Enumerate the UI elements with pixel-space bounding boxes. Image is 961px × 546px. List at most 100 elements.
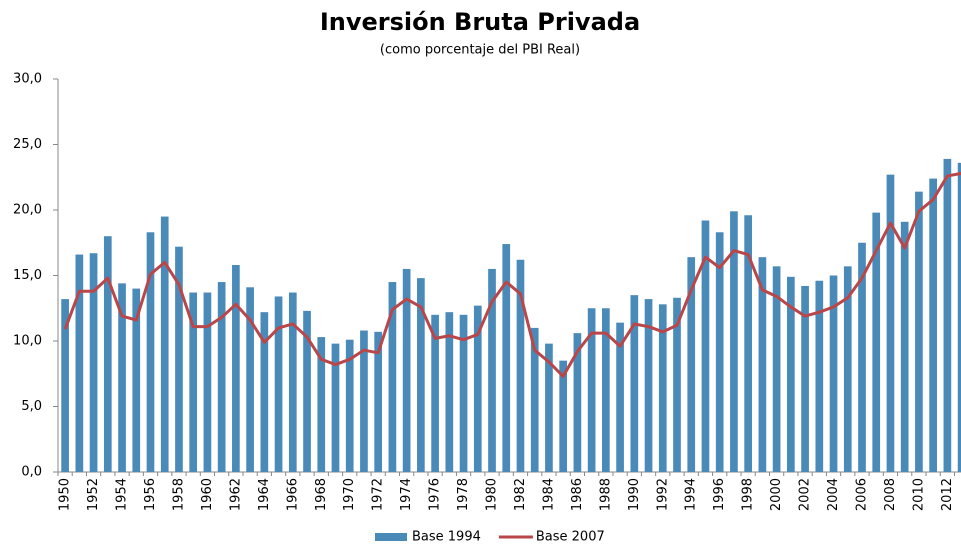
bar [402, 268, 411, 472]
bar [132, 288, 141, 472]
bar [317, 337, 326, 472]
bar [829, 275, 838, 472]
bar [417, 278, 425, 472]
x-tick-label: 1992 [655, 478, 670, 511]
x-tick-label: 2004 [826, 478, 841, 511]
bar [673, 297, 681, 472]
bar [203, 292, 212, 472]
x-tick-label: 1966 [285, 478, 300, 511]
bar [730, 211, 738, 472]
bar [103, 236, 112, 472]
bar [801, 285, 809, 472]
bar [388, 282, 397, 472]
bar [360, 330, 368, 472]
x-tick-label: 1968 [314, 478, 329, 511]
bar [530, 327, 539, 472]
x-tick-label: 1990 [627, 478, 642, 511]
bar [715, 232, 724, 472]
x-tick-label: 2002 [798, 478, 813, 511]
x-tick-label: 1976 [428, 478, 443, 511]
bar [246, 287, 254, 472]
bar [815, 280, 824, 472]
bar [89, 253, 98, 472]
bar [658, 304, 667, 472]
bar [602, 308, 610, 472]
x-tick-label: 1962 [228, 478, 243, 511]
bar [545, 343, 553, 472]
x-tick-label: 1998 [741, 478, 756, 511]
bar [431, 314, 439, 472]
bar [787, 276, 795, 472]
x-tick-label: 1994 [684, 478, 699, 511]
x-tick-label: 2006 [854, 478, 869, 511]
x-tick-label: 1960 [200, 478, 215, 511]
bar [146, 232, 155, 472]
y-tick-label: 0,0 [21, 465, 42, 480]
bar [473, 305, 482, 472]
bar [160, 216, 169, 472]
y-tick-label: 5,0 [21, 399, 42, 414]
bar [502, 244, 511, 472]
x-tick-label: 1988 [598, 478, 613, 511]
bar [288, 292, 297, 472]
bar [274, 296, 283, 472]
bar [573, 333, 582, 472]
bar [303, 310, 311, 472]
bar [900, 221, 909, 472]
bar [772, 266, 781, 472]
bar [858, 242, 866, 472]
bar [260, 312, 269, 472]
x-tick-label: 1986 [570, 478, 585, 511]
x-tick-label: 1980 [485, 478, 500, 511]
x-tick-label: 2012 [940, 478, 955, 511]
legend-swatch [375, 533, 407, 541]
bar [559, 360, 568, 472]
x-tick-label: 1984 [541, 478, 556, 511]
x-tick-label: 2008 [883, 478, 898, 511]
legend-label: Base 2007 [536, 530, 605, 545]
x-tick-label: 1956 [143, 478, 158, 511]
bar [587, 308, 596, 472]
x-tick-label: 1972 [371, 478, 386, 511]
bar [630, 295, 639, 472]
bar [644, 299, 653, 472]
bar [701, 220, 710, 472]
x-tick-label: 1974 [399, 478, 414, 511]
chart-subtitle: (como porcentaje del PBI Real) [380, 43, 580, 58]
bar [445, 312, 454, 472]
x-tick-label: 1982 [513, 478, 528, 511]
chart-title: Inversión Bruta Privada [320, 8, 640, 36]
bar [915, 191, 923, 472]
x-tick-label: 2000 [769, 478, 784, 511]
x-tick-label: 1964 [257, 478, 272, 511]
x-tick-label: 1950 [58, 478, 73, 511]
x-tick-label: 1952 [86, 478, 101, 511]
bar [232, 265, 240, 472]
legend-label: Base 1994 [412, 530, 481, 545]
y-tick-label: 10,0 [13, 334, 42, 349]
bar [374, 331, 383, 472]
bar [61, 299, 69, 472]
bar [75, 254, 84, 472]
y-tick-label: 30,0 [13, 72, 42, 87]
bar [516, 259, 525, 472]
x-tick-label: 2010 [911, 478, 926, 511]
y-tick-label: 25,0 [13, 137, 42, 152]
y-tick-label: 15,0 [13, 268, 42, 283]
bar [175, 246, 183, 472]
bar [488, 268, 496, 472]
bar [459, 314, 468, 472]
bar [744, 215, 752, 473]
bar [687, 257, 696, 472]
bar [886, 174, 895, 472]
bar [843, 266, 852, 472]
bar [189, 292, 198, 472]
x-tick-label: 1970 [342, 478, 357, 511]
line [63, 171, 961, 378]
bar [872, 212, 881, 472]
bar [331, 343, 340, 472]
bar [957, 162, 961, 472]
bar [217, 282, 226, 472]
bar [616, 322, 624, 472]
